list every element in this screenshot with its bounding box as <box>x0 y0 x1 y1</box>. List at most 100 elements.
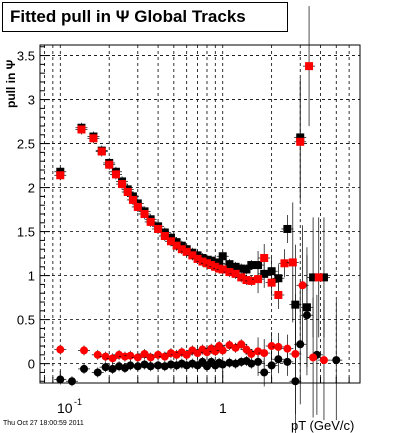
data-point <box>146 362 155 371</box>
data-point <box>101 363 110 372</box>
data-point <box>242 276 251 285</box>
data-point <box>77 125 86 134</box>
data-point <box>267 342 276 351</box>
data-point <box>188 251 197 260</box>
data-point <box>247 349 256 358</box>
data-point <box>225 268 234 277</box>
data-point <box>260 349 269 358</box>
data-point <box>296 137 305 146</box>
data-point <box>231 262 240 271</box>
title-box: Fitted pull in Ψ Global Tracks <box>2 2 288 32</box>
data-point <box>298 281 307 290</box>
data-point <box>97 147 106 156</box>
data-point <box>332 356 341 365</box>
y-tick-label: 1.5 <box>17 225 35 240</box>
data-point <box>108 354 117 363</box>
data-point <box>133 202 142 211</box>
data-point <box>247 261 256 270</box>
data-point <box>56 171 65 180</box>
data-point <box>280 259 289 268</box>
series-red-circle <box>54 225 330 421</box>
data-point <box>274 274 283 283</box>
y-tick-label: 0.5 <box>17 313 35 328</box>
data-point <box>267 361 276 370</box>
axis-labels: 10 -1 1 pT (GeV/c) pull in Ψ 0 0.5 1 1.5 2 2.… <box>4 49 354 433</box>
data-point <box>108 364 117 373</box>
data-point <box>247 359 256 368</box>
timestamp-footer: Thu Oct 27 18:00:59 2011 <box>3 420 84 427</box>
data-point <box>133 362 142 371</box>
data-point <box>305 62 314 71</box>
data-point <box>154 224 163 233</box>
x-tick-label-1: 1 <box>219 400 227 416</box>
data-point <box>225 260 234 269</box>
data-point <box>126 361 135 370</box>
data-point <box>207 261 216 270</box>
data-point <box>237 264 246 273</box>
data-point <box>260 254 269 263</box>
data-point <box>111 170 120 179</box>
data-point <box>274 290 283 299</box>
data-point <box>101 352 110 361</box>
data-point <box>56 375 65 384</box>
data-point <box>140 349 149 358</box>
x-tick-label-0.1: 10 <box>57 400 73 416</box>
data-point <box>128 195 137 204</box>
data-point <box>225 358 234 367</box>
data-point <box>283 344 292 353</box>
data-point <box>172 241 181 250</box>
data-point <box>319 356 328 365</box>
data-point <box>309 353 318 362</box>
data-point <box>89 134 98 143</box>
data-point <box>182 247 191 256</box>
data-point <box>140 210 149 218</box>
data-point <box>274 342 283 351</box>
y-tick-label: 3 <box>28 93 35 108</box>
plot-frame <box>39 44 361 384</box>
y-axis-label: pull in Ψ <box>4 59 18 108</box>
data-point <box>218 252 227 261</box>
series-black-circle <box>54 255 343 433</box>
data-point <box>123 187 132 196</box>
data-point <box>126 351 135 360</box>
series-red-square <box>54 6 325 338</box>
data-point <box>231 269 240 278</box>
data-point <box>177 245 186 254</box>
data-point <box>218 265 227 274</box>
data-point <box>160 352 169 361</box>
data-point <box>154 350 163 359</box>
data-series <box>54 6 343 433</box>
data-point <box>67 377 76 386</box>
data-point <box>225 341 234 350</box>
data-point <box>302 311 311 320</box>
data-point <box>133 353 142 362</box>
data-point <box>291 349 300 358</box>
data-point <box>296 340 305 349</box>
data-point <box>314 273 323 282</box>
data-point <box>254 261 263 270</box>
y-tick-label: 0 <box>28 357 35 372</box>
data-point <box>218 346 227 355</box>
data-point <box>218 360 227 369</box>
data-point <box>260 269 269 278</box>
data-point <box>267 278 276 287</box>
data-point <box>166 237 175 246</box>
data-point <box>237 340 246 349</box>
y-tick-label: 3.5 <box>17 49 35 64</box>
chart-title: Fitted pull in Ψ Global Tracks <box>10 7 246 26</box>
series-black-square <box>54 77 330 368</box>
data-point <box>254 275 263 284</box>
x-axis-label: pT (GeV/c) <box>291 418 354 433</box>
data-point <box>154 361 163 370</box>
data-point <box>242 265 251 274</box>
data-point <box>260 368 269 377</box>
data-point <box>118 180 127 189</box>
data-point <box>80 364 89 373</box>
data-point <box>105 160 114 169</box>
data-point <box>198 257 207 266</box>
x-tick-label-0.1-exponent: -1 <box>74 397 82 407</box>
data-point <box>56 345 65 354</box>
grid-lines <box>40 45 361 383</box>
data-point <box>182 350 191 359</box>
